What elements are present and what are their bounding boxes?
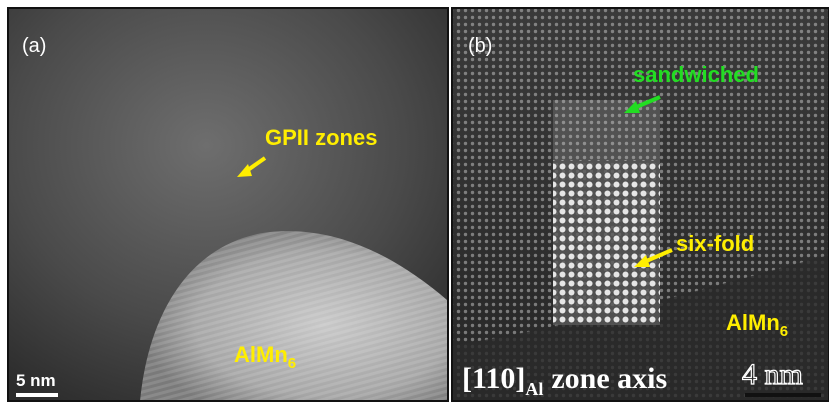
six-fold-region: [553, 160, 660, 325]
scale-bar-label: 5 nm: [16, 371, 56, 390]
phase-text: AlMn: [726, 310, 780, 335]
sandwiched-region: [553, 100, 660, 160]
scale-bar: [16, 393, 58, 397]
scale-bar-label: 4 nm: [742, 358, 803, 391]
zone-axis-suffix: zone axis: [551, 362, 667, 395]
zone-axis-label: [110]Al zone axis: [462, 362, 667, 399]
annotation: six-fold: [676, 231, 754, 256]
figure: (a) GPII zones AlMn6 5 nm (b) sandwiched…: [0, 0, 829, 403]
phase-subscript: 6: [780, 323, 788, 340]
zone-axis-subscript: Al: [525, 379, 543, 399]
panel-label: (b): [468, 35, 492, 57]
scale-bar: [745, 393, 821, 397]
annotation: sandwiched: [633, 62, 759, 87]
page: (a) GPII zones AlMn6 5 nm (b) sandwiched…: [0, 0, 829, 403]
phase-text: AlMn: [234, 342, 288, 367]
phase-subscript: 6: [288, 355, 296, 372]
annotation: GPII zones: [265, 125, 377, 150]
panel-a: (a) GPII zones AlMn6 5 nm: [8, 8, 448, 401]
zone-axis: [110]: [462, 362, 525, 395]
panel-label: (a): [22, 35, 46, 57]
